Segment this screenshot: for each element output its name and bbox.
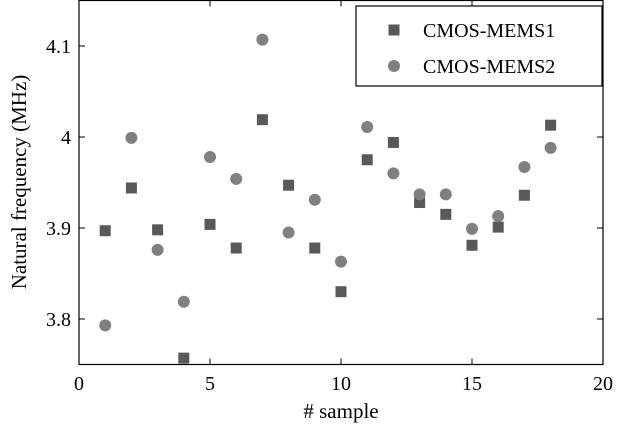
x-tick-label: 15 [462, 373, 482, 395]
data-point-circle [544, 141, 557, 154]
legend-marker-2 [388, 60, 400, 72]
data-point-square [309, 242, 321, 254]
data-point-square [335, 286, 347, 298]
data-point-square [492, 221, 504, 233]
data-point-circle [230, 172, 243, 185]
data-point-square [361, 154, 373, 166]
x-tick-label: 0 [74, 373, 84, 395]
data-point-square [518, 189, 530, 201]
data-point-circle [413, 188, 426, 201]
data-point-square [230, 242, 242, 254]
data-marks [99, 33, 557, 364]
data-point-square [99, 225, 111, 237]
x-tick-label: 10 [331, 373, 351, 395]
data-point-circle [125, 131, 138, 144]
data-point-circle [256, 33, 269, 46]
legend-label-1: CMOS-MEMS1 [423, 20, 555, 42]
y-tick-label: 4 [61, 127, 71, 149]
data-point-circle [439, 188, 452, 201]
data-point-circle [492, 210, 505, 223]
data-point-circle [204, 151, 216, 164]
data-point-circle [282, 226, 295, 239]
data-point-square [545, 119, 557, 131]
data-point-square [204, 218, 216, 230]
data-point-circle [308, 193, 321, 206]
data-point-square [178, 352, 190, 364]
y-tick-label: 3.9 [46, 218, 71, 240]
x-tick-label: 20 [593, 373, 613, 395]
data-point-circle [99, 319, 112, 332]
data-point-square [414, 197, 426, 209]
y-tick-label: 3.8 [46, 309, 71, 331]
y-tick-label: 4.1 [46, 36, 71, 58]
y-axis-label: Natural frequency (MHz) [7, 75, 31, 290]
data-point-circle [151, 243, 164, 256]
legend-box [355, 5, 603, 87]
legend-label-2: CMOS-MEMS2 [423, 56, 555, 78]
x-tick-label: 5 [205, 373, 215, 395]
data-point-square [440, 208, 452, 220]
x-axis-label: # sample [303, 399, 378, 423]
series-cmos-mems1 [99, 114, 557, 364]
data-point-square [125, 182, 137, 194]
series-cmos-mems2 [99, 33, 557, 332]
data-point-square [283, 179, 295, 191]
data-point-circle [387, 167, 400, 180]
legend-marker-1 [388, 24, 400, 36]
data-point-circle [335, 255, 347, 268]
legend: CMOS-MEMS1 CMOS-MEMS2 [355, 5, 603, 87]
data-point-square [256, 114, 268, 126]
data-point-square [387, 136, 399, 148]
axis-ticks: 0 5 10 15 20 3.8 3.9 4 4.1 [46, 0, 613, 395]
data-point-circle [518, 161, 531, 174]
data-point-square [466, 239, 478, 251]
data-point-circle [466, 222, 478, 235]
data-point-square [152, 224, 164, 236]
data-point-circle [361, 120, 374, 133]
data-point-circle [177, 295, 190, 308]
